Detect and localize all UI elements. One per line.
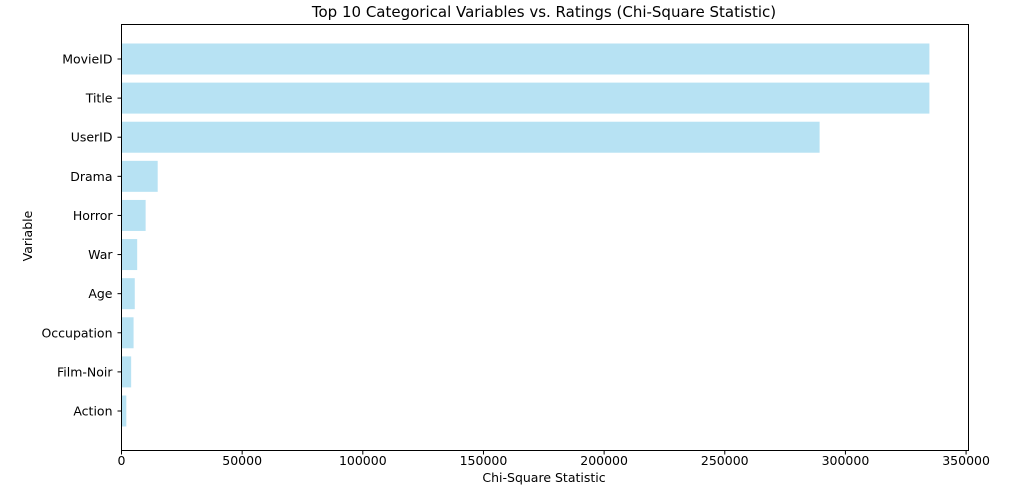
plot-frame [121,24,969,451]
bars-layer [121,43,930,427]
x-ticks-layer: 0 50000 100000 150000 200000 250000 300000 3500… [118,450,990,468]
x-tick-label-150000: 150000 [460,453,508,468]
x-tick-label-0: 0 [118,453,126,468]
y-axis-label: Variable [20,210,35,261]
bar-movieid [121,43,930,75]
bar-drama [121,160,158,192]
y-tick-label-war: War [88,247,113,262]
y-tick-label-action: Action [73,404,112,419]
x-axis-label: Chi-Square Statistic [482,470,605,485]
bar-horror [121,199,146,231]
y-tick-label-title: Title [85,91,113,106]
y-tick-label-userid: UserID [71,130,113,145]
bar-film-noir [121,356,132,388]
bar-occupation [121,317,134,349]
chart-title: Top 10 Categorical Variables vs. Ratings… [311,3,776,21]
bar-title [121,82,930,114]
y-ticks-layer: MovieID Title UserID Drama Horror War Age Occup… [41,52,122,419]
y-tick-label-movieid: MovieID [62,52,112,67]
x-tick-label-100000: 100000 [339,453,387,468]
x-tick-label-200000: 200000 [580,453,628,468]
x-tick-label-300000: 300000 [822,453,870,468]
y-tick-label-film-noir: Film-Noir [57,364,113,379]
y-tick-label-drama: Drama [70,169,112,184]
y-tick-label-age: Age [88,286,112,301]
bar-war [121,239,138,271]
bar-userid [121,121,820,153]
x-tick-label-50000: 50000 [222,453,262,468]
x-tick-label-250000: 250000 [701,453,749,468]
bar-age [121,278,135,310]
x-tick-label-350000: 350000 [942,453,990,468]
bar-action [121,395,127,427]
y-tick-label-horror: Horror [73,208,113,223]
y-tick-label-occupation: Occupation [41,325,112,340]
